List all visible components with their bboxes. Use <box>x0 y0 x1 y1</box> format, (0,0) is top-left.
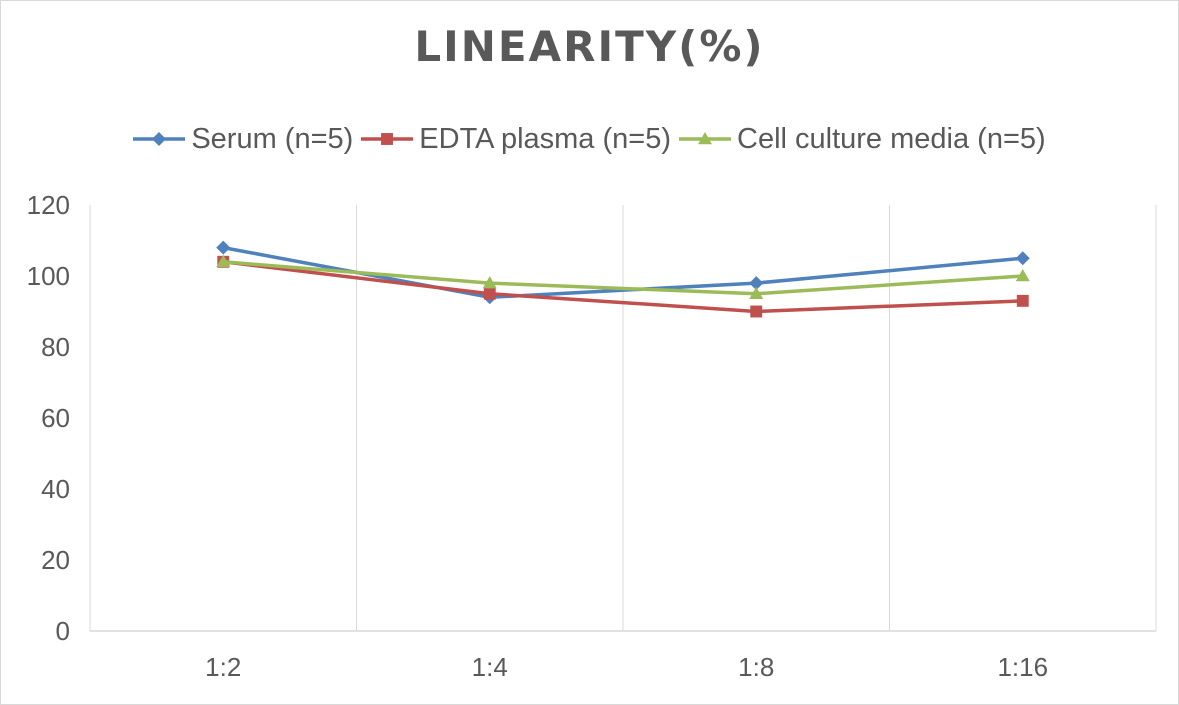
data-point-edta-plasma <box>1016 294 1029 307</box>
y-tick-label: 120 <box>27 190 70 220</box>
data-point-cell-culture-media <box>482 276 497 289</box>
legend-item-serum: Serum (n=5) <box>133 122 353 156</box>
y-tick-label: 80 <box>41 332 70 362</box>
y-tick-label: 20 <box>41 545 70 575</box>
data-point-cell-culture-media <box>749 286 764 299</box>
legend-swatch-edta-plasma <box>361 133 414 145</box>
axis-layer: 0 20 40 60 80 100 120 1:2 1:4 1:8 1:16 <box>27 190 1156 682</box>
y-tick-label: 60 <box>41 403 70 433</box>
x-tick-label: 1:2 <box>205 652 241 682</box>
grid-layer <box>89 205 1157 631</box>
legend: Serum (n=5) EDTA plasma (n=5) Cell cultu… <box>0 122 1179 156</box>
legend-label-cell-culture-media: Cell culture media (n=5) <box>737 122 1046 155</box>
data-point-serum <box>1015 251 1030 266</box>
y-tick-label: 40 <box>41 474 70 504</box>
series-line-edta-plasma <box>221 260 1025 314</box>
data-point-serum <box>216 240 231 255</box>
legend-item-edta-plasma: EDTA plasma (n=5) <box>361 122 671 156</box>
data-point-edta-plasma <box>483 287 496 300</box>
legend-swatch-cell-culture-media <box>679 132 731 145</box>
chart-title: LINEARITY(%) <box>414 22 765 71</box>
legend-marker-cell-culture-media <box>698 132 712 145</box>
series-line-cell-culture-media <box>221 260 1025 296</box>
legend-label-serum: Serum (n=5) <box>191 122 354 155</box>
x-tick-label: 1:8 <box>738 652 774 682</box>
series-layer <box>216 240 1030 318</box>
data-point-serum <box>749 276 764 291</box>
x-tick-label: 1:16 <box>997 652 1048 682</box>
legend-marker-edta-plasma <box>381 133 394 145</box>
legend-label-edta-plasma: EDTA plasma (n=5) <box>419 122 671 155</box>
legend-swatch-serum <box>133 132 186 146</box>
legend-marker-serum <box>152 132 167 146</box>
y-tick-label: 100 <box>27 261 70 291</box>
legend-item-cell-culture-media: Cell culture media (n=5) <box>679 122 1046 156</box>
y-tick-label: 0 <box>56 616 70 646</box>
data-point-edta-plasma <box>750 305 763 318</box>
data-point-cell-culture-media <box>1015 269 1030 282</box>
x-tick-label: 1:4 <box>472 652 508 682</box>
data-point-cell-culture-media <box>216 254 231 268</box>
